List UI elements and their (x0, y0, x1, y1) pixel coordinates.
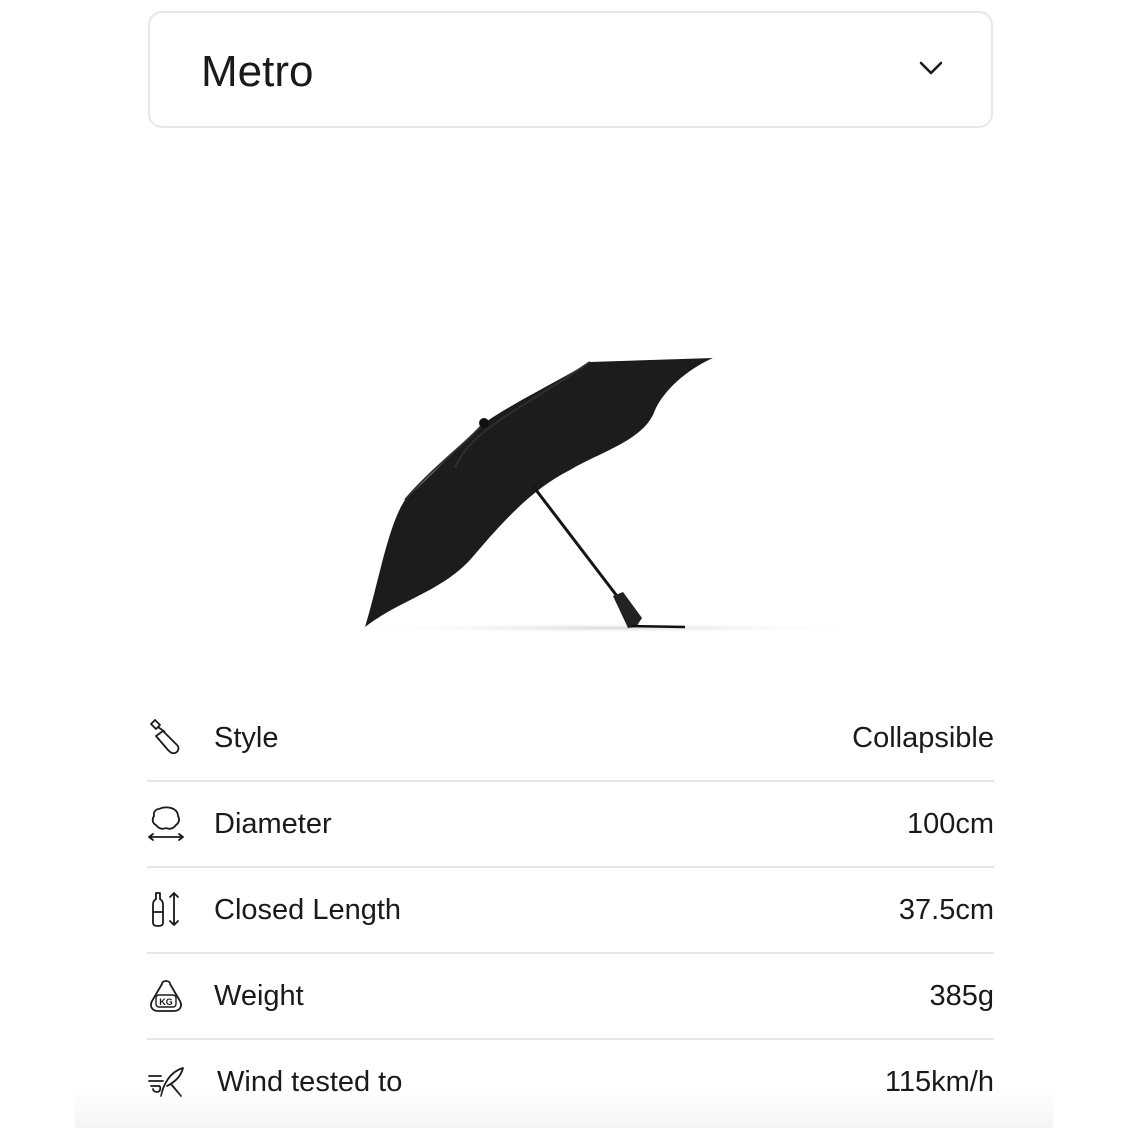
product-image-umbrella (350, 358, 870, 633)
bottom-fade (75, 1090, 1053, 1128)
selected-model: Metro (201, 47, 314, 96)
canopy (365, 358, 713, 627)
handle (613, 592, 642, 628)
spec-label: Style (214, 722, 279, 754)
spec-row-weight: KG Weight 385g (147, 954, 994, 1040)
shaft (531, 485, 622, 601)
umbrella-closed-icon (150, 719, 180, 755)
spec-list: Style Collapsible Diameter 100cm Closed … (147, 696, 994, 1124)
spec-label: Closed Length (214, 894, 402, 926)
shadow (350, 623, 870, 633)
spec-value: Collapsible (852, 722, 994, 754)
spec-row-style: Style Collapsible (147, 696, 994, 782)
spec-row-diameter: Diameter 100cm (147, 782, 994, 868)
spec-label: Weight (214, 980, 304, 1012)
spec-value: 385g (929, 980, 994, 1012)
diameter-icon (148, 806, 184, 841)
closed-length-icon (152, 892, 179, 927)
model-select-dropdown[interactable]: Metro (148, 11, 993, 128)
spec-row-closed-length: Closed Length 37.5cm (147, 868, 994, 954)
spec-value: 37.5cm (898, 894, 994, 926)
chevron-down-icon (919, 61, 943, 75)
svg-text:KG: KG (159, 997, 173, 1007)
weight-kg-icon: KG (150, 980, 182, 1012)
spec-label: Diameter (214, 808, 332, 840)
spec-value: 100cm (906, 808, 994, 840)
